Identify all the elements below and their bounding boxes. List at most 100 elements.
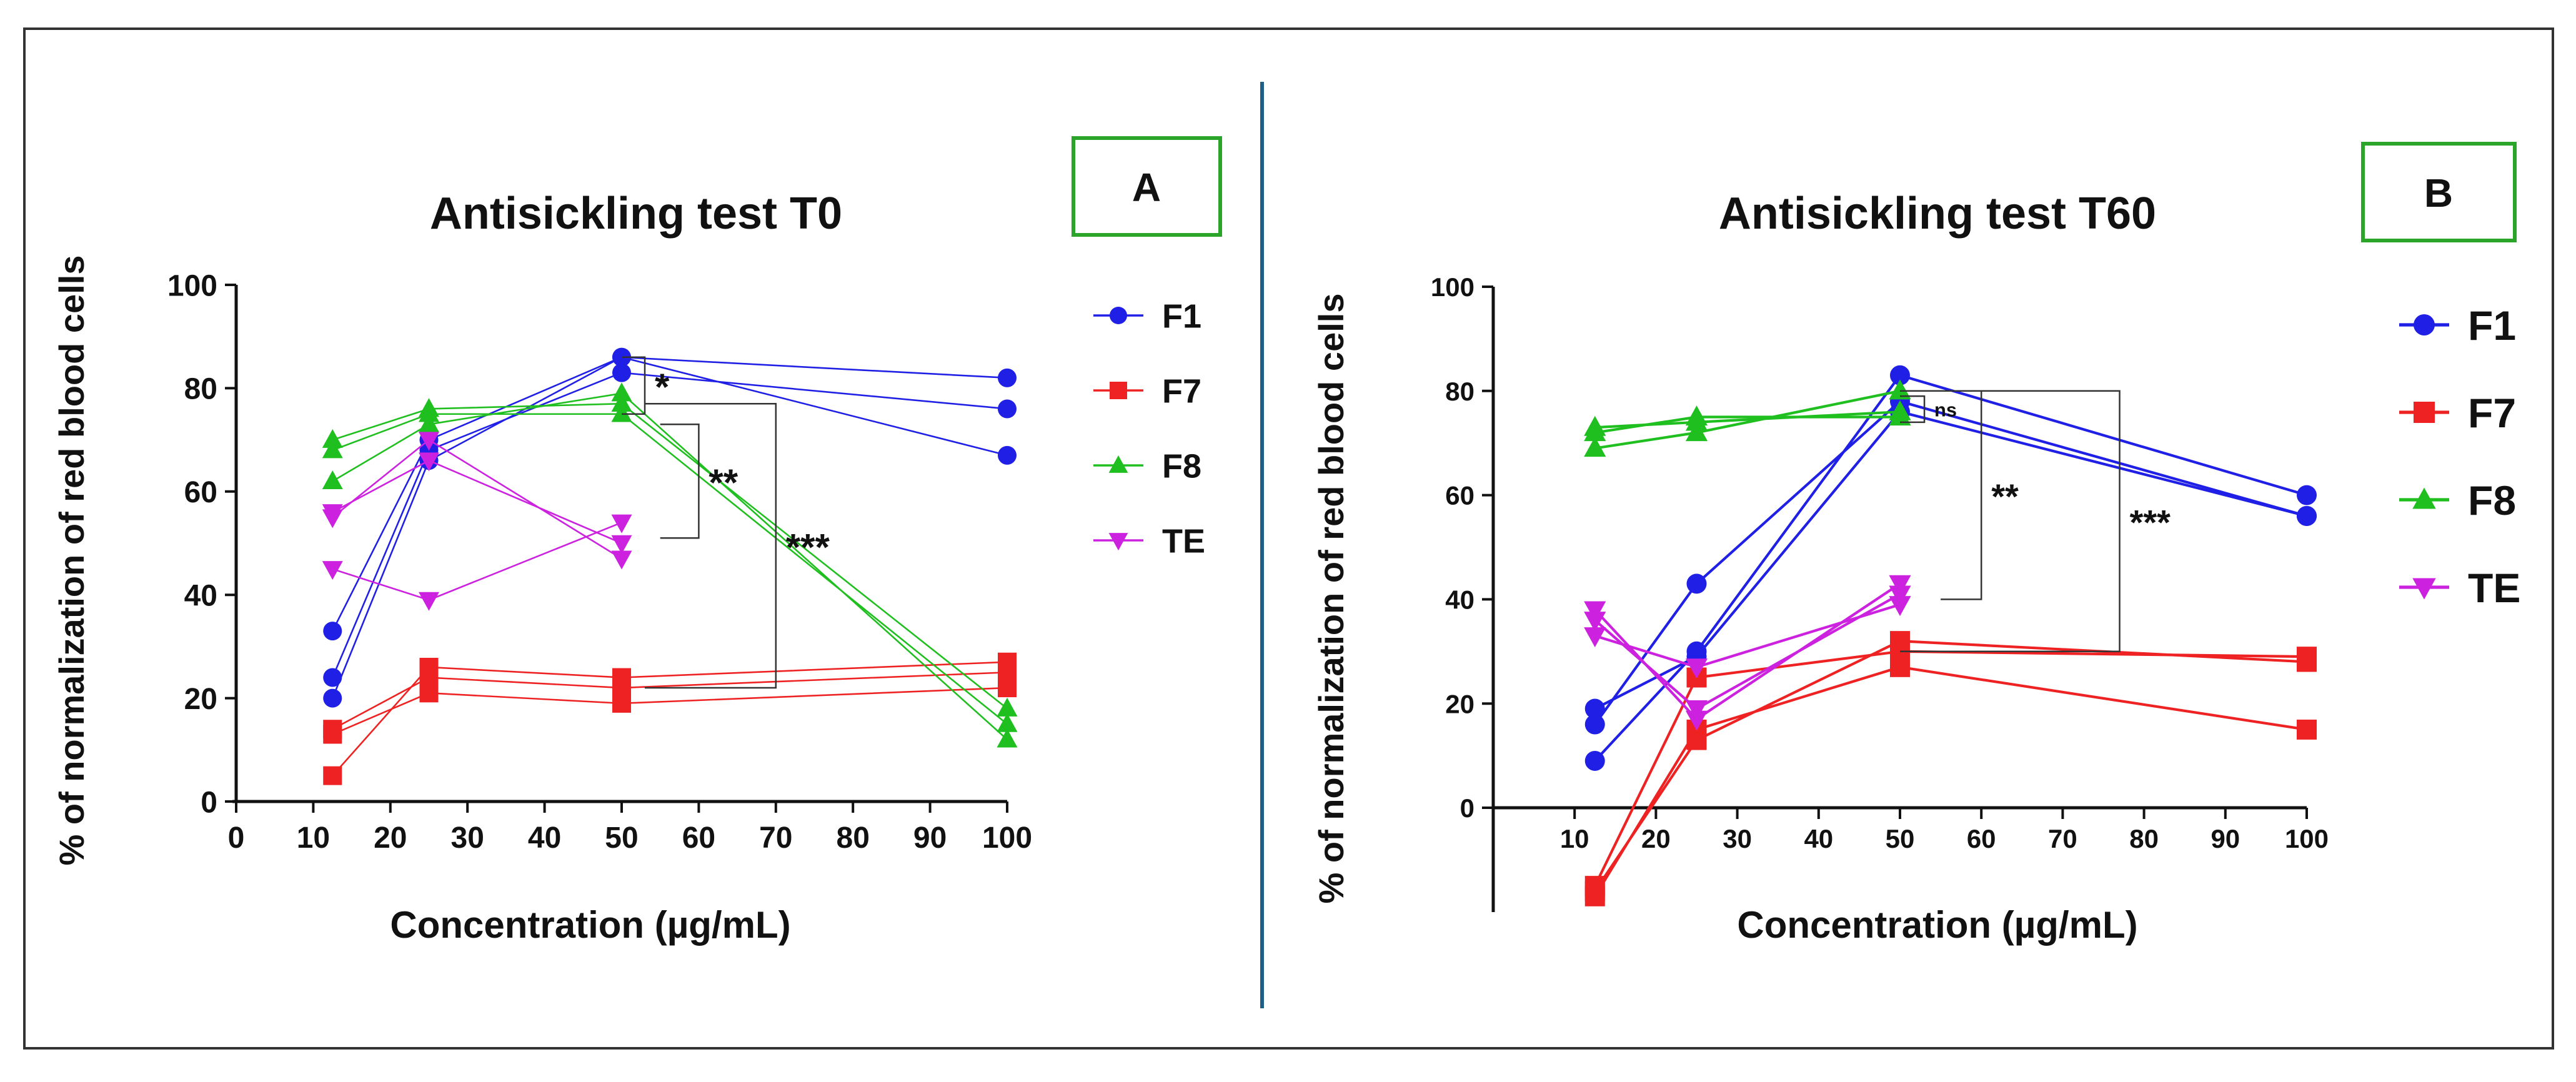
- significance-label-b: ns: [1934, 399, 1957, 421]
- x-tick-label-a: 0: [228, 821, 245, 855]
- x-tick-label-b: 20: [1641, 824, 1671, 853]
- data-point-te-a: [419, 432, 439, 451]
- data-point-te-b: [1584, 612, 1606, 632]
- legend-marker-f7-b: [2414, 402, 2435, 423]
- data-point-f1-b: [1890, 365, 1910, 385]
- panel-divider: [1260, 82, 1264, 1008]
- x-tick-label-a: 50: [605, 821, 638, 855]
- significance-bracket-a: [660, 424, 700, 539]
- legend-marker-f1-b: [2414, 314, 2435, 335]
- significance-label-a: *: [655, 366, 670, 408]
- significance-label-a: ***: [786, 526, 830, 568]
- series-line-f7-a: [332, 687, 1008, 735]
- data-point-f1-a: [323, 688, 342, 708]
- x-tick-label-b: 80: [2129, 824, 2159, 853]
- legend-label-te-b: TE: [2468, 565, 2520, 611]
- data-point-te-b: [1584, 627, 1606, 648]
- data-point-f8-b: [1889, 400, 1911, 420]
- legend-marker-f8-b: [2412, 487, 2436, 509]
- y-tick-label-a: 20: [184, 683, 217, 716]
- panel-a: A Antisickling test T0 Concentration (µg…: [52, 136, 1222, 946]
- y-tick-label-a: 100: [167, 269, 217, 302]
- legend-label-f8-b: F8: [2468, 477, 2516, 524]
- data-point-f8-b: [1889, 379, 1911, 400]
- series-line-f1-b: [1594, 400, 2307, 725]
- x-axis-label-b: Concentration (µg/mL): [1737, 904, 2137, 946]
- data-point-f8-b: [1685, 410, 1708, 431]
- data-point-f8-b: [1685, 421, 1708, 442]
- series-line-f7-b: [1593, 665, 2307, 897]
- data-point-f1-a: [998, 445, 1017, 465]
- data-point-f8-a: [322, 439, 343, 459]
- series-line-f1-a: [332, 372, 1008, 678]
- legend-marker-f8-a: [1108, 455, 1128, 473]
- data-point-f1-b: [1584, 714, 1605, 735]
- data-point-te-a: [322, 504, 343, 524]
- data-point-f1-b: [1584, 750, 1605, 771]
- y-tick-label-b: 0: [1460, 793, 1474, 823]
- x-tick-label-b: 50: [1886, 824, 1915, 853]
- data-point-f8-a: [322, 470, 343, 490]
- data-point-f7-a: [419, 668, 439, 687]
- legend-label-f1-a: F1: [1162, 297, 1201, 335]
- data-point-f7-a: [612, 678, 631, 698]
- data-point-f8-a: [419, 414, 439, 433]
- series-line-f1-b: [1594, 410, 2307, 710]
- data-point-f1-a: [323, 668, 342, 687]
- series-line-te-a: [332, 459, 622, 544]
- data-point-f1-a: [998, 399, 1017, 419]
- data-point-te-b: [1685, 700, 1708, 720]
- y-axis-label-a: % of normalization of red blood cells: [52, 256, 91, 866]
- legend-marker-f7-a: [1110, 382, 1127, 399]
- significance-bracket-a: [622, 356, 646, 415]
- data-point-f8-a: [611, 403, 632, 422]
- series-line-f8-a: [332, 392, 1008, 740]
- data-point-f8-b: [1584, 415, 1606, 436]
- panel-b-letter: B: [2424, 171, 2453, 216]
- x-tick-label-a: 30: [451, 821, 484, 855]
- legend-marker-te-a: [1108, 533, 1128, 551]
- data-point-f7-a: [323, 766, 342, 785]
- y-tick-label-a: 40: [184, 579, 217, 612]
- x-tick-label-a: 80: [837, 821, 870, 855]
- data-point-f7-a: [998, 663, 1017, 682]
- x-tick-label-b: 40: [1804, 824, 1833, 853]
- data-point-f8-a: [997, 697, 1018, 717]
- significance-bracket-b: [1900, 390, 2121, 653]
- data-point-f1-a: [612, 363, 631, 382]
- legend-b: F1 F7 F8 TE: [2399, 302, 2520, 611]
- x-tick-label-a: 100: [982, 821, 1032, 855]
- y-tick-label-b: 80: [1445, 377, 1474, 406]
- legend-label-te-a: TE: [1162, 522, 1205, 560]
- y-tick-label-b: 40: [1445, 585, 1474, 615]
- significance-label-b: ***: [2130, 503, 2171, 542]
- x-tick-label-a: 10: [297, 821, 330, 855]
- data-point-f1-a: [998, 368, 1017, 387]
- x-tick-label-a: 90: [913, 821, 947, 855]
- y-tick-label-b: 60: [1445, 481, 1474, 510]
- data-point-f1-a: [323, 622, 342, 641]
- legend-label-f8-a: F8: [1162, 447, 1201, 485]
- data-point-f1-b: [1584, 698, 1605, 719]
- x-tick-label-a: 60: [682, 821, 715, 855]
- legend-marker-te-b: [2412, 578, 2436, 600]
- y-axis-label-b: % of normalization of red blood cells: [1311, 294, 1351, 904]
- series-line-te-a: [332, 522, 622, 601]
- data-point-te-b: [1685, 710, 1708, 731]
- significance-label-b: **: [1991, 477, 2019, 516]
- data-point-f1-b: [2297, 505, 2317, 526]
- data-point-te-b: [1889, 596, 1911, 617]
- series-line-f8-b: [1594, 410, 1901, 429]
- significance-bracket-a: [645, 402, 777, 689]
- data-point-te-a: [611, 514, 632, 534]
- data-point-te-b: [1889, 575, 1911, 595]
- legend-label-f7-b: F7: [2468, 390, 2516, 436]
- data-point-te-a: [322, 561, 343, 580]
- y-tick-label-a: 0: [201, 786, 217, 819]
- series-line-f7-a: [332, 661, 1008, 777]
- x-tick-label-b: 30: [1723, 824, 1752, 853]
- data-point-te-b: [1584, 601, 1606, 622]
- significance-label-a: **: [709, 462, 738, 504]
